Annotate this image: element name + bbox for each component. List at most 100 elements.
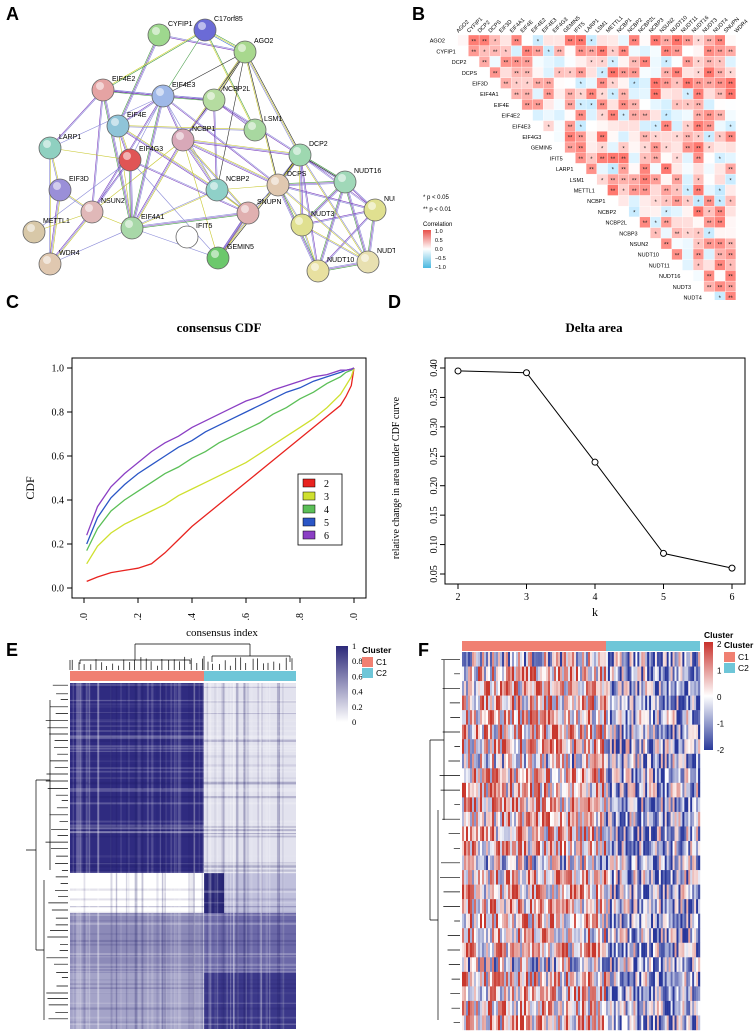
network-edge [101,90,132,229]
corr-cell [618,131,630,143]
corr-sig: ** [578,71,583,77]
network-node-label: EIF4E [127,112,147,119]
corr-sig: ** [611,114,616,120]
consensus-colorbar-tick: 0 [352,717,356,727]
corr-sig: ** [718,253,723,259]
delta-x-tick-label: 3 [524,592,529,603]
corr-cell [703,173,715,185]
network-edge [162,96,278,186]
cdf-series-line [86,367,355,545]
corr-sig: * [612,93,615,99]
corr-sig: ** [707,221,712,227]
cdf-y-tick-label: 1.0 [52,364,65,375]
corr-cell [532,109,544,121]
network-node-label: NCBP1 [192,126,215,133]
network-edge [49,95,164,149]
network-edge [162,29,206,97]
consensus-matrix-heatmap: consensus index 1 0.8 0.6 0.4 0.2 0 Cluster C… [26,627,392,1029]
cluster-legend-title: Cluster [704,630,734,640]
corr-cell [725,206,737,218]
corr-row-label: NSUN2 [630,242,649,248]
corr-sig: * [697,232,700,238]
network-edge [102,29,205,90]
corr-sig: ** [514,93,519,99]
network-edge [345,181,370,262]
corr-sig: * [697,178,700,184]
delta-x-tick-label: 2 [456,592,461,603]
delta-plot-frame [444,357,746,585]
corr-sig: * [590,104,593,110]
panel-c-letter: C [6,292,19,312]
corr-sig: * [537,39,540,45]
corr-cell [585,120,597,132]
cdf-legend-label: 4 [324,505,329,516]
corr-cell [607,99,619,111]
network-node-label: GEMIN5 [227,244,254,251]
network-edge [182,140,300,157]
delta-y-tick-label: 0.15 [429,506,440,523]
consensus-block [204,913,296,973]
corr-cell [671,141,683,153]
corr-sig: ** [664,125,669,131]
delta-point [591,458,599,466]
corr-sig: ** [546,93,551,99]
expression-heatmap: 2 1 0 -1 -2 Cluster Cluster C1 C2 [429,630,754,1031]
corr-cell [500,34,512,46]
corr-sig: ** [696,104,701,110]
corr-cell [639,195,651,207]
corr-row-label: IFIT5 [550,156,563,162]
corr-cell [553,131,565,143]
corr-sig: ** [707,243,712,249]
network-node: NCBP1 [171,126,215,152]
network-edge [182,139,279,186]
corr-sig: ** [718,114,723,120]
consensus-block [70,913,204,973]
corr-sig: * [580,104,583,110]
cdf-x-tick-label: 0.4 [187,613,198,620]
corr-sig: ** [621,71,626,77]
corr-sig: ** [718,93,723,99]
corr-sig: ** [664,189,669,195]
corr-sig: ** [718,264,723,270]
corr-sig: ** [718,82,723,88]
expression-colorbar [704,642,713,750]
network-node: DCP2 [288,141,328,167]
corr-sig: ** [707,114,712,120]
consensus-block [70,873,204,913]
corr-sig: * [644,157,647,163]
corr-sig: * [719,136,722,142]
network-edge [204,30,255,131]
corr-cell [703,88,715,100]
corr-cell [660,227,672,239]
corr-cell [671,238,683,250]
corr-sig: ** [643,61,648,67]
network-node-label: LARP1 [59,134,81,141]
network-edge [117,125,133,229]
colorbar-tick: 1.0 [435,229,443,235]
network-node: EIF4E2 [91,76,135,102]
cluster-bar-c2 [606,641,700,651]
network-node: WDR4 [38,250,80,276]
expression-dendrogram [429,658,460,1024]
corr-row-label: NUDT16 [659,274,680,280]
corr-sig: * [697,39,700,45]
corr-sig: ** [536,82,541,88]
network-edge [183,138,279,185]
corr-cell [511,45,523,57]
corr-sig: ** [589,93,594,99]
corr-sig: * [665,211,668,217]
corr-cell [650,163,662,175]
corr-sig: * [665,146,668,152]
cdf-legend-swatch [302,517,316,527]
corr-sig: * [590,61,593,67]
network-node-label: EIF3D [69,176,89,183]
corr-cell [639,66,651,78]
corr-sig: ** [536,50,541,56]
network-edge [245,51,302,155]
network-node-label: EIF4E2 [112,76,135,83]
corr-sig: ** [675,50,680,56]
corr-sig: * [505,50,508,56]
network-edge [129,95,164,161]
network-node: EIF4G3 [118,146,163,172]
corr-sig: ** [621,157,626,163]
